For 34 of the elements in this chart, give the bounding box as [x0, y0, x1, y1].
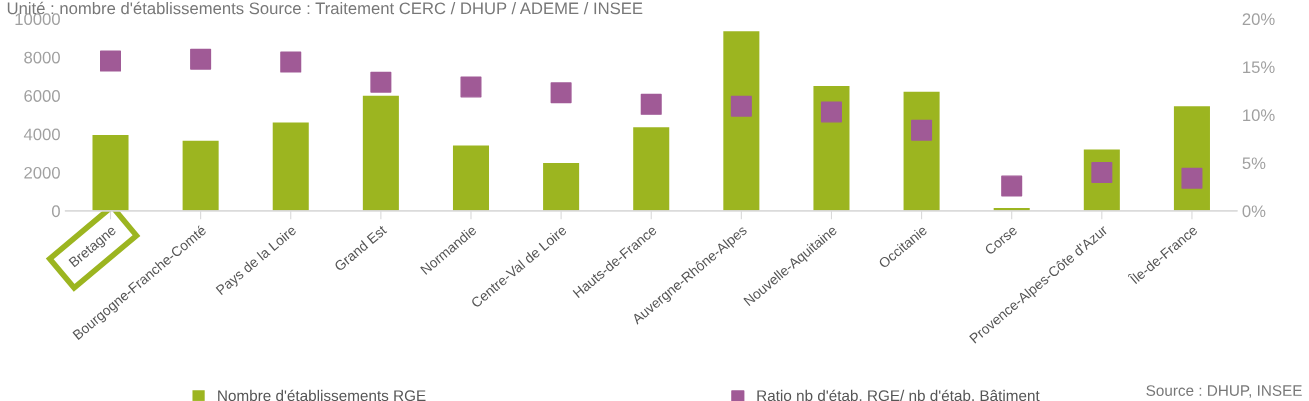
bar	[452, 145, 490, 211]
bar	[543, 162, 580, 211]
point	[370, 71, 392, 93]
bar	[723, 31, 760, 211]
source-note: Source : DHUP, INSEE	[1146, 385, 1302, 398]
bar	[633, 127, 670, 211]
point	[99, 50, 122, 72]
point	[1001, 175, 1023, 197]
y2-tick-label: 0%	[1242, 205, 1266, 218]
y-tick-label: 4000	[23, 128, 60, 141]
bar	[813, 86, 850, 211]
y-tick-label: 0	[51, 205, 60, 218]
legend-label: Ratio nb d'étab. RGE/ nb d'étab. Bâtiment	[757, 389, 1040, 401]
point	[911, 119, 933, 141]
point	[1181, 167, 1203, 189]
point	[550, 82, 572, 104]
bar	[362, 95, 399, 211]
y-tick-label: 8000	[24, 51, 60, 64]
legend-label: Nombre d'établissements RGE	[218, 389, 426, 401]
y2-tick-label: 5%	[1242, 157, 1266, 170]
point	[640, 93, 662, 115]
point	[190, 48, 212, 70]
y2-tick-label: 20%	[1242, 13, 1275, 26]
point	[730, 95, 752, 117]
y-tick-label: 2000	[24, 166, 60, 179]
bar	[272, 122, 309, 211]
point	[460, 76, 482, 98]
point	[820, 101, 842, 123]
point	[280, 51, 302, 73]
y2-tick-label: 10%	[1243, 109, 1275, 122]
y-tick-label: 6000	[24, 90, 60, 102]
y2-tick-label: 15%	[1243, 61, 1275, 74]
bar	[182, 140, 219, 211]
y-tick-label: 10000	[15, 13, 60, 26]
